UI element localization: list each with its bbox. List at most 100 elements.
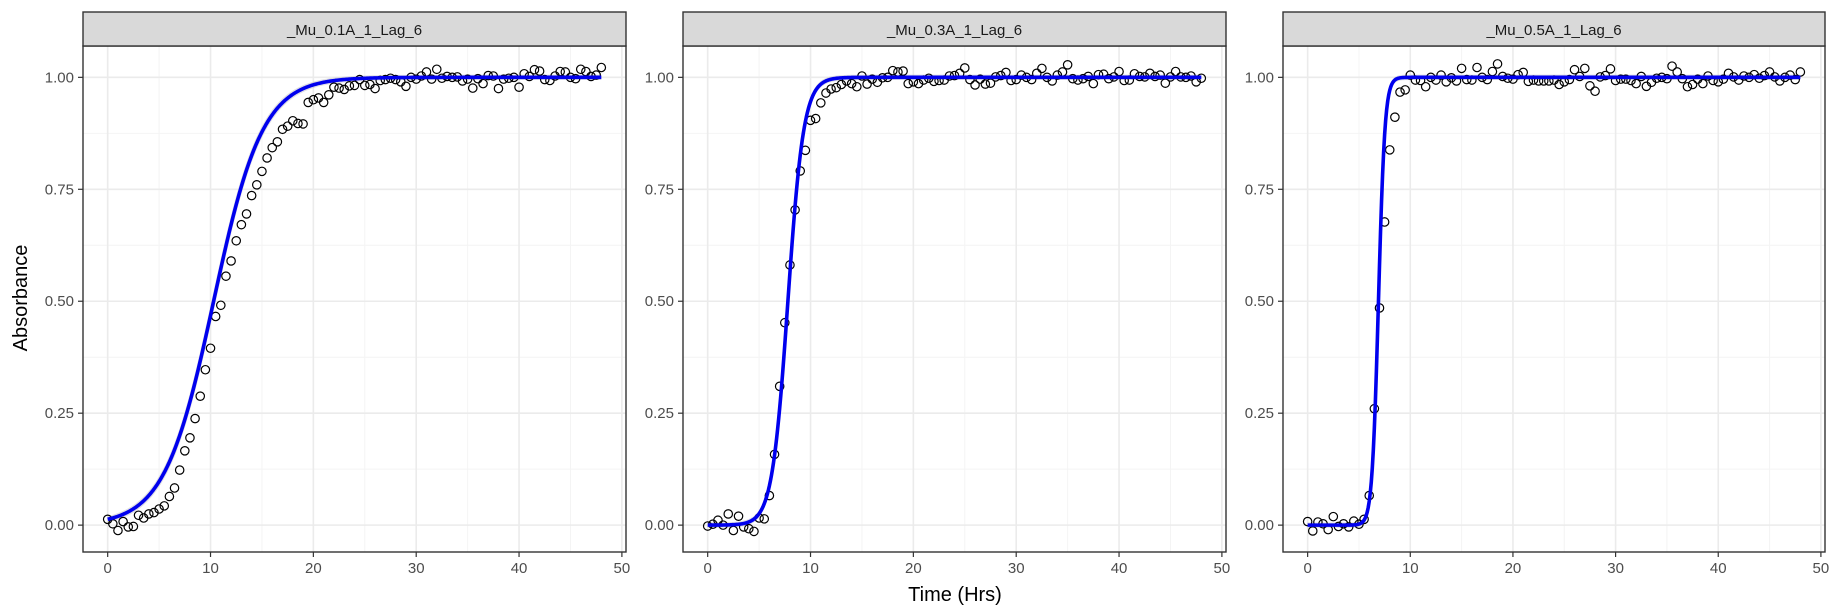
data-point (113, 525, 123, 536)
data-point (1052, 70, 1063, 80)
fit-line (706, 75, 1203, 527)
data-point (1461, 74, 1472, 85)
data-point (759, 514, 770, 524)
data-point (1698, 78, 1708, 89)
y-axis-title: Absorbance (10, 245, 32, 352)
data-point (591, 70, 601, 80)
y-tick-label: 1.00 (1245, 69, 1274, 86)
data-point (1585, 81, 1595, 91)
data-point (831, 82, 842, 93)
data-point (1492, 59, 1503, 69)
data-point (744, 523, 754, 534)
data-point (1400, 85, 1410, 95)
data-point (1687, 79, 1698, 90)
data-point (185, 433, 195, 443)
x-tick-label: 50 (1813, 560, 1830, 577)
y-tick-label: 0.75 (1245, 181, 1274, 198)
y-tick-label: 0.00 (45, 517, 74, 534)
x-tick-label: 10 (1402, 560, 1419, 577)
data-point (262, 153, 272, 163)
data-point (529, 64, 540, 75)
data-point (749, 526, 759, 537)
facet-strip (682, 11, 1227, 47)
data-point (118, 516, 128, 527)
data-point (816, 98, 826, 108)
y-tick-label: 0.50 (645, 293, 674, 310)
x-tick-label: 10 (802, 560, 819, 577)
y-tick-label: 0.50 (45, 293, 74, 310)
data-point (846, 78, 857, 89)
data-point (1482, 74, 1493, 85)
data-point (1667, 61, 1677, 71)
data-point (128, 521, 139, 532)
data-point (1395, 87, 1405, 97)
data-point (390, 74, 401, 85)
y-tick-label: 1.00 (645, 69, 674, 86)
data-point (493, 83, 504, 94)
x-tick-label: 0 (104, 560, 112, 577)
data-point (1569, 64, 1580, 75)
x-tick-label: 30 (1008, 560, 1025, 577)
x-axis-title: Time (Hrs) (908, 584, 1002, 606)
data-point (1456, 63, 1467, 74)
panel-background (1283, 46, 1825, 552)
data-point (1384, 145, 1395, 155)
data-point (852, 81, 862, 92)
x-tick-label: 0 (1303, 560, 1311, 577)
data-point (723, 509, 734, 519)
x-tick-label: 10 (202, 560, 219, 577)
data-point (349, 80, 360, 91)
data-point (903, 78, 914, 89)
data-point (200, 364, 211, 375)
data-point (1062, 60, 1073, 70)
data-point (252, 180, 262, 190)
data-point (1037, 63, 1047, 74)
data-point (318, 97, 329, 108)
data-point (154, 504, 164, 514)
data-point (159, 501, 170, 511)
data-point (970, 80, 980, 90)
data-point (133, 510, 144, 521)
data-point (575, 64, 586, 75)
facet-panel-1: _Mu_0.1A_1_Lag_6 0.00 0.25 0.50 0.75 1.00 0 10 2… (45, 11, 631, 577)
data-point (1328, 511, 1339, 522)
data-point (257, 166, 267, 177)
y-tick-label: 0.75 (45, 181, 74, 198)
data-point (293, 118, 303, 129)
data-point (236, 219, 247, 230)
data-point (1026, 74, 1037, 85)
y-tick-label: 0.75 (645, 181, 674, 198)
y-tick-label: 0.25 (645, 405, 674, 422)
data-point (329, 82, 339, 92)
data-point (862, 79, 872, 89)
data-point (246, 190, 257, 201)
panel-background (683, 46, 1226, 552)
x-tick-label: 20 (1505, 560, 1522, 577)
y-tick-label: 0.00 (1245, 517, 1274, 534)
data-point (534, 66, 545, 76)
data-point (272, 137, 283, 147)
data-point (1359, 514, 1369, 525)
data-point (359, 80, 370, 91)
x-tick-label: 40 (511, 560, 528, 577)
x-tick-label: 40 (1710, 560, 1727, 577)
data-point (1016, 70, 1027, 80)
data-point (1420, 81, 1431, 92)
data-point (205, 343, 216, 354)
data-point (303, 97, 314, 108)
data-point (174, 465, 185, 475)
data-point (1554, 79, 1564, 90)
data-point (401, 81, 411, 92)
fit-line (1306, 75, 1802, 527)
data-point (164, 491, 175, 502)
data-point (514, 82, 524, 92)
x-tick-label: 30 (408, 560, 425, 577)
data-point (195, 391, 206, 401)
data-point (1155, 70, 1165, 80)
data-point (190, 413, 200, 424)
data-point (733, 511, 744, 521)
facet-strip-label: _Mu_0.5A_1_Lag_6 (1485, 22, 1621, 39)
x-tick-label: 50 (614, 560, 631, 577)
data-point (216, 300, 226, 311)
